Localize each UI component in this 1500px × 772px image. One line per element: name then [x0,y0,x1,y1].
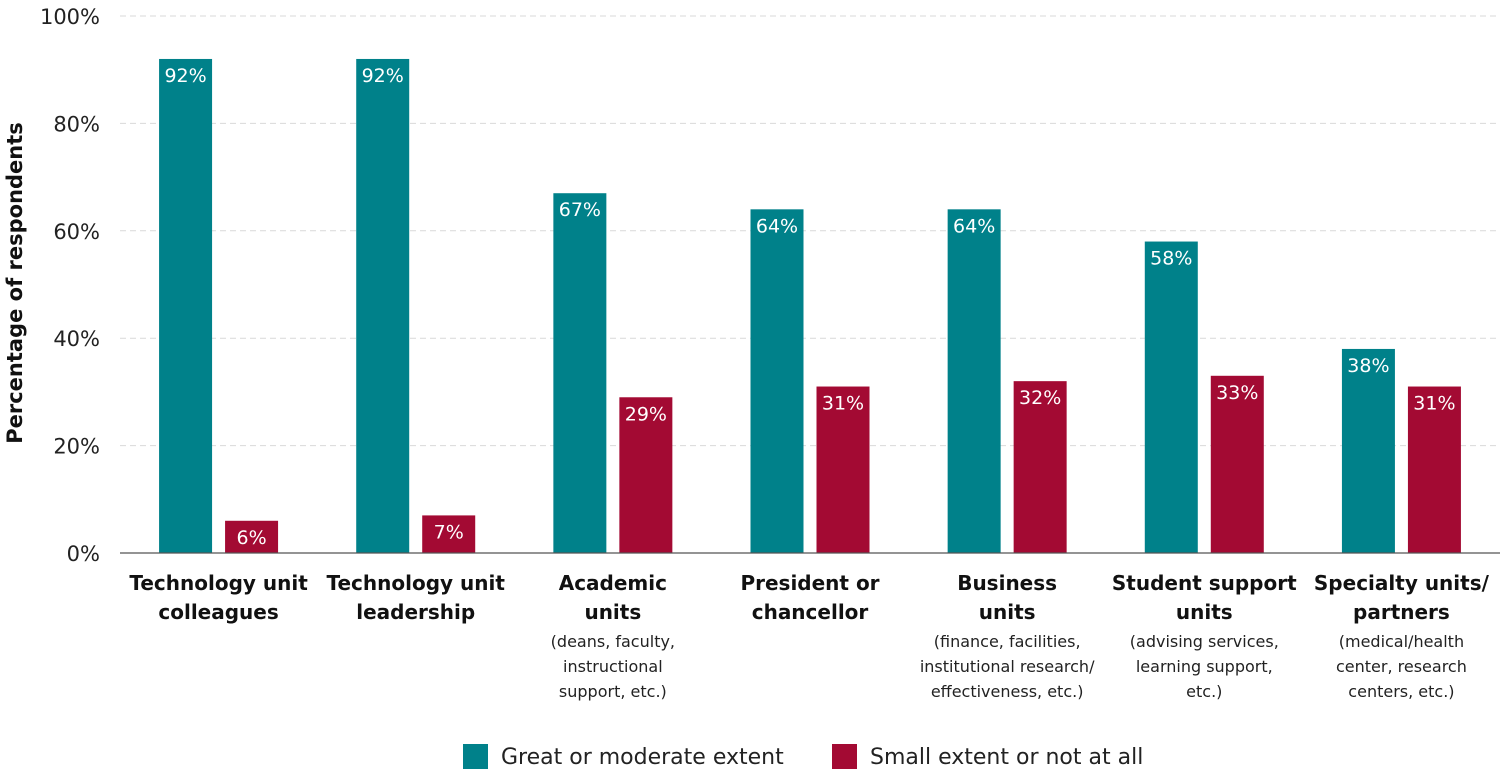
category-label: Technology unit [326,571,505,595]
bar-value-label: 31% [822,393,864,415]
category-sublabel: (deans, faculty, [551,632,675,651]
bars: 92% 6% 92% 7% 67% 29% 64% 31% 64% 32% 58% 33% 38% 31% [159,58,1461,554]
legend: Great or moderate extent Small extent or … [463,744,1143,770]
category-label: President or [740,571,879,595]
y-tick-label: 20% [53,435,100,459]
bar-small-none [1210,375,1264,553]
bar-value-label: 92% [362,65,404,87]
bar-value-label: 33% [1216,382,1258,404]
bar-value-label: 92% [164,65,206,87]
legend-swatch [463,744,488,769]
y-axis-ticks: 0% 20% 40% 60% 80% 100% [40,5,100,566]
category-label: leadership [356,600,475,624]
bar-great-moderate [947,209,1001,553]
category-sublabel: (medical/health [1339,632,1464,651]
y-tick-label: 60% [53,220,100,244]
category-sublabel: effectiveness, etc.) [931,682,1084,701]
bar-value-label: 29% [625,403,667,425]
bar-great-moderate [159,58,213,554]
bar-value-label: 64% [953,215,995,237]
bar-great-moderate [750,209,804,553]
grid-layer [120,15,1500,447]
category-label: Technology unit [129,571,308,595]
x-axis-categories: Technology unit colleagues Technology unit… [129,571,1489,701]
category-label: units [584,600,641,624]
y-tick-label: 0% [67,542,100,566]
y-tick-label: 100% [40,5,100,29]
bar-great-moderate [553,193,607,553]
bar-small-none [225,520,279,553]
bar-small-none [1013,381,1067,553]
bar-great-moderate [1341,348,1395,553]
category-sublabel: instructional [563,657,663,676]
y-tick-label: 40% [53,327,100,351]
bar-value-label: 58% [1150,248,1192,270]
y-tick-label: 80% [53,112,100,136]
category-label: partners [1353,600,1450,624]
category-sublabel: (finance, facilities, [934,632,1081,651]
category-sublabel: learning support, [1136,657,1273,676]
category-label: colleagues [158,600,278,624]
bar-value-label: 38% [1347,355,1389,377]
bar-great-moderate [356,58,410,554]
category-sublabel: institutional research/ [920,657,1095,676]
bar-small-none [1407,386,1461,553]
bar-value-label: 6% [236,527,266,549]
category-label: Academic [559,571,667,595]
category-sublabel: (advising services, [1130,632,1279,651]
category-sublabel: etc.) [1186,682,1222,701]
bar-value-label: 67% [559,199,601,221]
bar-value-label: 31% [1413,393,1455,415]
bar-small-none [619,397,673,553]
legend-label: Small extent or not at all [870,745,1143,770]
bar-small-none [816,386,870,553]
category-label: chancellor [752,600,869,624]
category-label: units [1176,600,1233,624]
bar-value-label: 32% [1019,387,1061,409]
y-axis-label: Percentage of respondents [3,122,27,444]
bar-value-label: 64% [756,215,798,237]
category-sublabel: centers, etc.) [1348,682,1454,701]
legend-label: Great or moderate extent [501,745,784,770]
bar-value-label: 7% [434,521,464,543]
bar-great-moderate [1144,241,1198,554]
category-sublabel: support, etc.) [559,682,667,701]
category-label: units [979,600,1036,624]
category-sublabel: center, research [1336,657,1467,676]
legend-swatch [832,744,857,769]
bar-small-none [422,515,476,553]
category-label: Student support [1112,571,1297,595]
category-label: Specialty units/ [1314,571,1490,595]
category-label: Business [957,571,1057,595]
